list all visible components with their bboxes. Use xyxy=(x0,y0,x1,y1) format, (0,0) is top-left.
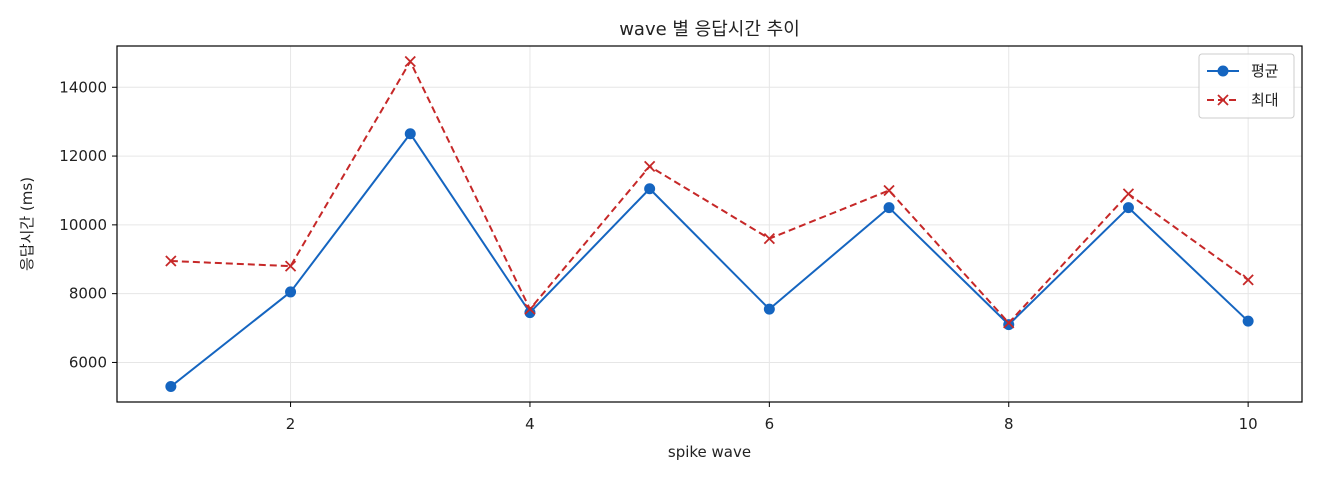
data-point xyxy=(1242,274,1254,286)
data-point xyxy=(165,381,177,393)
legend-marker xyxy=(1217,94,1229,106)
x-tick-label: 10 xyxy=(1239,415,1258,433)
data-point xyxy=(1003,319,1015,331)
series-group xyxy=(165,55,1254,393)
x-marker-stroke xyxy=(1242,274,1254,286)
data-point xyxy=(1122,188,1135,200)
x-axis-title: spike wave xyxy=(668,443,751,461)
data-point xyxy=(1242,315,1254,327)
x-marker-stroke xyxy=(644,160,656,173)
legend-label: 평균 xyxy=(1251,62,1279,80)
series-line xyxy=(170,132,1249,388)
y-tick-label: 6000 xyxy=(69,353,107,371)
data-point xyxy=(1122,202,1134,214)
data-point xyxy=(883,202,895,214)
legend-box xyxy=(1198,53,1295,119)
data-point xyxy=(763,232,775,245)
x-marker-stroke xyxy=(165,255,177,267)
x-marker-stroke xyxy=(404,55,416,68)
x-tick-label: 2 xyxy=(286,415,296,433)
chart-title: wave 별 응답시간 추이 xyxy=(619,19,800,40)
x-marker-stroke xyxy=(1122,188,1135,200)
data-point xyxy=(404,55,416,68)
x-marker-stroke xyxy=(883,184,895,197)
x-tick-label: 8 xyxy=(1004,415,1014,433)
data-point xyxy=(644,183,656,195)
data-point xyxy=(284,260,297,272)
x-marker-stroke xyxy=(524,303,536,315)
y-tick-label: 10000 xyxy=(59,216,107,234)
legend-label: 최대 xyxy=(1251,91,1279,109)
grid-lines xyxy=(117,46,1302,402)
series-line xyxy=(170,60,1249,324)
data-point xyxy=(524,303,536,315)
data-point xyxy=(1003,317,1015,329)
data-point xyxy=(763,303,775,315)
x-marker-stroke xyxy=(284,260,297,272)
legend-item: 최대 xyxy=(1207,91,1279,109)
data-point xyxy=(285,286,297,298)
y-tick-label: 8000 xyxy=(69,285,107,303)
plot-frame xyxy=(116,45,1303,403)
x-marker-stroke xyxy=(1217,94,1229,106)
axis-ticks: 2 4 6 8 10 6000 8000 10000 12000 14000 xyxy=(59,78,1257,433)
x-marker-stroke xyxy=(1003,317,1015,329)
series-최대 xyxy=(165,55,1254,329)
data-point xyxy=(404,128,416,140)
legend-marker xyxy=(1217,65,1229,77)
data-point xyxy=(165,255,177,267)
series-평균 xyxy=(165,128,1254,393)
x-tick-label: 4 xyxy=(525,415,535,433)
data-point xyxy=(644,160,656,173)
x-tick-label: 6 xyxy=(765,415,775,433)
legend-item: 평균 xyxy=(1207,62,1279,80)
y-tick-label: 14000 xyxy=(59,78,107,96)
data-point xyxy=(883,184,895,197)
x-marker-stroke xyxy=(763,232,775,245)
y-axis-title: 응답시간 (ms) xyxy=(18,177,36,271)
y-tick-label: 12000 xyxy=(59,147,107,165)
